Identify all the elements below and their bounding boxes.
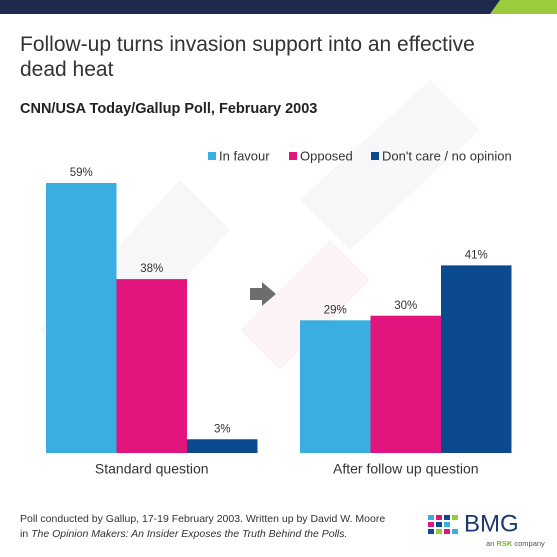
legend-swatch [289,152,297,160]
background-shape [240,240,370,370]
legend-label: Opposed [300,148,353,163]
chart-title: Follow-up turns invasion support into an… [20,33,475,81]
logo-block [444,515,450,520]
logo: BMG an RSK company [428,510,545,548]
category-label: After follow up question [333,461,479,477]
legend-label: Don't care / no opinion [382,148,512,163]
logo-block [428,515,434,520]
footer-line: Poll conducted by Gallup, 17-19 February… [20,513,386,525]
logo-tagline-prefix: an [486,539,494,548]
logo-name: BMG [464,510,519,537]
bar [116,279,187,453]
bar [370,315,441,453]
value-label: 29% [324,304,347,316]
logo-block [444,529,450,534]
logo-block [436,529,442,534]
background-shape [300,80,480,250]
footer: Poll conducted by Gallup, 17-19 February… [20,512,385,542]
legend-label: In favour [219,148,270,163]
legend-swatch [208,152,216,160]
bar [441,265,512,453]
value-label: 30% [394,300,417,312]
value-label: 38% [140,263,163,275]
footer-line: in The Opinion Makers: An Insider Expose… [20,527,385,542]
top-accent [490,0,557,14]
logo-block [428,529,434,534]
bar [187,439,258,453]
logo-block [444,522,450,527]
logo-tagline-brand: RSK [496,539,512,548]
logo-block [436,515,442,520]
logo-tagline-suffix: company [514,539,545,548]
footer-book: The Opinion Makers: An Insider Exposes t… [31,528,348,540]
bar [300,320,371,453]
logo-block [452,515,458,520]
top-band [0,0,557,14]
value-label: 59% [70,167,93,179]
logo-block [436,522,442,527]
logo-block [428,522,434,527]
value-label: 3% [214,423,231,435]
arrow [250,282,276,306]
legend-swatch [371,152,379,160]
category-label: Standard question [95,461,209,477]
chart-subtitle: CNN/USA Today/Gallup Poll, February 2003 [20,101,318,117]
footer-prefix: in [20,528,29,540]
value-label: 41% [465,249,488,261]
logo-block [452,529,458,534]
bar [46,183,117,454]
logo-tagline: an RSK company [486,539,545,548]
